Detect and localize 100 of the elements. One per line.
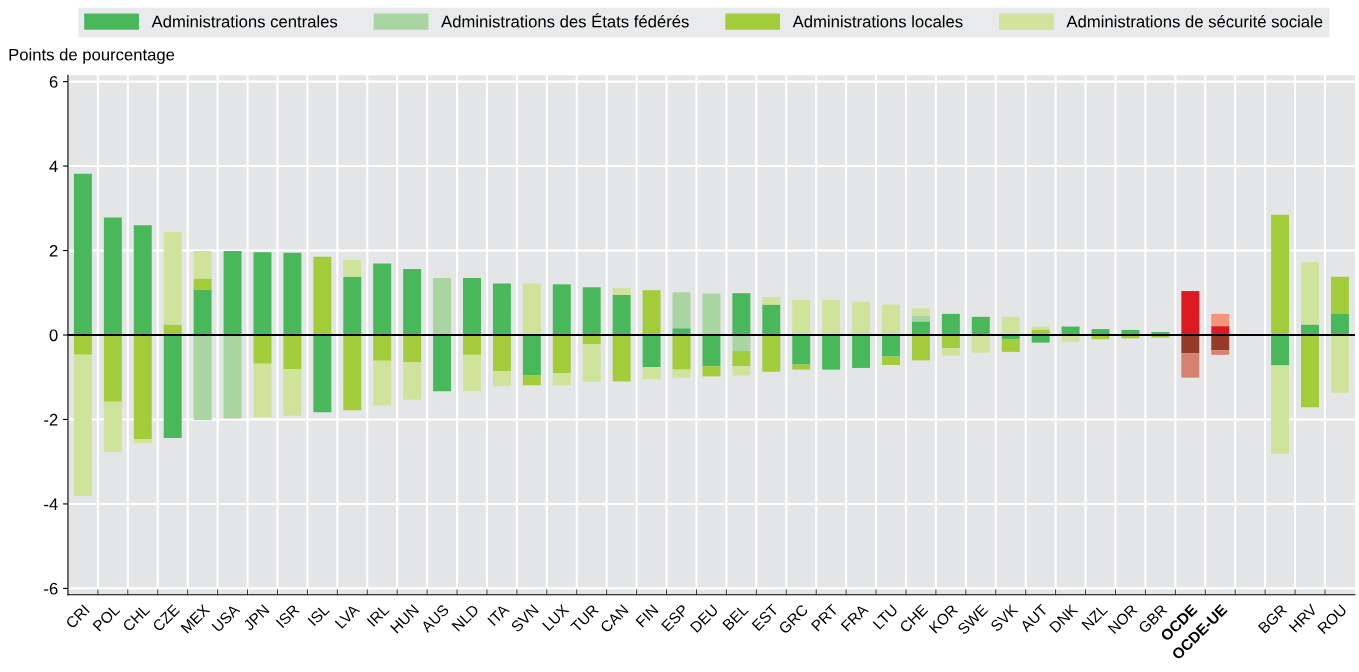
bar: [193, 334, 212, 420]
bar: [792, 334, 811, 365]
bar: [103, 217, 122, 335]
bar: [492, 371, 511, 387]
y-tick-label: -4: [44, 498, 58, 510]
bar: [882, 356, 900, 365]
x-tick-label: FIN: [635, 604, 659, 628]
bar: [1001, 316, 1020, 335]
bar: [1271, 334, 1290, 366]
bar: [193, 289, 212, 335]
bar: [163, 231, 182, 325]
bar: [133, 225, 152, 335]
bar: [253, 334, 272, 364]
bar: [103, 334, 122, 402]
bar: [163, 334, 182, 439]
bar: [373, 360, 392, 406]
y-tick-label: 6: [49, 76, 58, 88]
bar: [133, 334, 152, 440]
bar: [642, 367, 661, 380]
bar: [612, 288, 631, 295]
x-tick-label: LVA: [334, 603, 361, 629]
bar: [1181, 291, 1200, 335]
bar: [133, 439, 152, 444]
y-tick-label: 4: [49, 160, 58, 173]
bar: [702, 366, 721, 377]
bar: [193, 250, 212, 279]
bar: [612, 294, 631, 335]
bar: [163, 324, 182, 335]
bar: [1330, 313, 1349, 335]
bar: [403, 269, 422, 335]
bar: [582, 287, 601, 335]
bar: [732, 293, 751, 335]
legend-label: Administrations centrales: [151, 15, 338, 28]
bar: [283, 334, 302, 370]
bar: [732, 366, 751, 376]
bar: [792, 299, 811, 335]
bar: [433, 334, 452, 392]
bar: [941, 313, 960, 335]
bar: [313, 334, 332, 413]
bar: [762, 334, 781, 372]
bar: [852, 301, 871, 335]
bar: [1211, 350, 1230, 355]
bar: [971, 334, 990, 353]
bar: [433, 277, 452, 335]
x-tick-label: ISR: [275, 603, 300, 628]
bar: [373, 263, 392, 335]
bar: [1211, 313, 1230, 327]
bar: [463, 277, 481, 335]
x-tick-label: BEL: [722, 603, 749, 631]
bar: [522, 334, 541, 376]
bar: [882, 304, 900, 335]
x-tick-label: ISL: [307, 603, 330, 627]
bar: [1330, 276, 1349, 314]
x-tick-label: TUR: [570, 603, 600, 633]
bar: [1301, 334, 1320, 408]
bar: [343, 334, 362, 411]
bar: [672, 369, 691, 378]
bar: [882, 334, 900, 357]
x-tick-label: IRL: [366, 603, 390, 627]
bar: [672, 292, 691, 329]
x-tick-label: ITA: [487, 603, 510, 626]
bar: [971, 316, 990, 335]
bar: [792, 364, 811, 370]
bar: [283, 369, 302, 416]
bar: [1181, 353, 1200, 378]
bar: [732, 334, 751, 352]
bar: [552, 284, 571, 335]
bar: [403, 362, 422, 400]
bar: [552, 373, 571, 386]
bar: [941, 334, 960, 349]
bar: [582, 344, 601, 382]
bar: [253, 252, 272, 335]
bar: [343, 276, 362, 335]
legend-label: Administrations locales: [792, 15, 963, 28]
bar: [1301, 262, 1320, 325]
x-tick-label: USA: [211, 603, 241, 633]
bar: [911, 308, 930, 316]
bar: [463, 334, 481, 355]
x-tick-label: NZL: [1081, 603, 1108, 631]
bar: [313, 256, 332, 335]
bar: [223, 250, 242, 335]
bar: [253, 363, 272, 417]
y-tick-label: 0: [49, 329, 58, 342]
bar: [642, 334, 661, 368]
bar: [492, 283, 511, 335]
bar: [672, 334, 691, 370]
bar: [1181, 334, 1200, 354]
bar: [103, 401, 122, 452]
y-tick-label: -2: [44, 413, 58, 426]
legend-label: Administrations de sécurité sociale: [1066, 15, 1323, 28]
legend-label: Administrations des États fédérés: [441, 12, 689, 28]
y-tick-label: -6: [44, 582, 58, 595]
bar: [1271, 365, 1290, 455]
bar: [492, 334, 511, 372]
bar: [1211, 334, 1230, 351]
x-tick-label: CHL: [122, 603, 151, 633]
x-tick-label: CRI: [65, 604, 90, 630]
bar: [223, 334, 242, 419]
bar: [702, 334, 721, 367]
bar: [522, 375, 541, 386]
